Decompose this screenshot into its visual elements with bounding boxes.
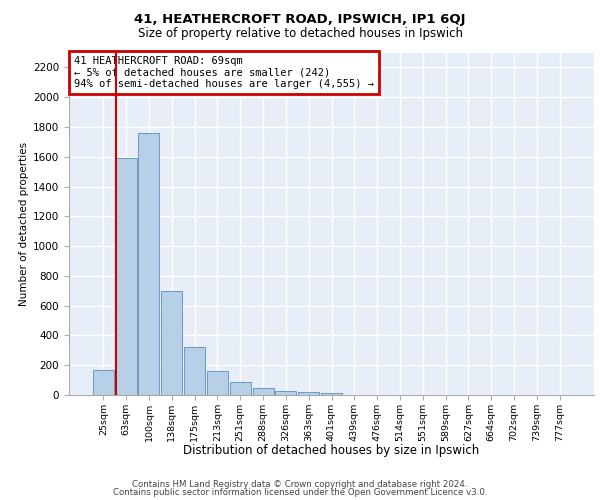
Text: Size of property relative to detached houses in Ipswich: Size of property relative to detached ho… — [137, 28, 463, 40]
Text: Contains HM Land Registry data © Crown copyright and database right 2024.: Contains HM Land Registry data © Crown c… — [132, 480, 468, 489]
Bar — [139, 133, 160, 395]
Text: 41, HEATHERCROFT ROAD, IPSWICH, IP1 6QJ: 41, HEATHERCROFT ROAD, IPSWICH, IP1 6QJ — [134, 12, 466, 26]
Text: Contains public sector information licensed under the Open Government Licence v3: Contains public sector information licen… — [113, 488, 487, 497]
Bar — [275, 392, 296, 395]
Bar — [321, 393, 342, 395]
Bar — [230, 382, 251, 395]
Text: 41 HEATHERCROFT ROAD: 69sqm
← 5% of detached houses are smaller (242)
94% of sem: 41 HEATHERCROFT ROAD: 69sqm ← 5% of deta… — [74, 56, 374, 89]
Bar — [184, 348, 205, 395]
Y-axis label: Number of detached properties: Number of detached properties — [19, 142, 29, 306]
Bar — [253, 388, 274, 395]
Bar — [298, 392, 319, 395]
Bar — [93, 370, 114, 395]
Bar — [161, 291, 182, 395]
X-axis label: Distribution of detached houses by size in Ipswich: Distribution of detached houses by size … — [184, 444, 479, 457]
Bar — [207, 371, 228, 395]
Bar — [116, 158, 137, 395]
